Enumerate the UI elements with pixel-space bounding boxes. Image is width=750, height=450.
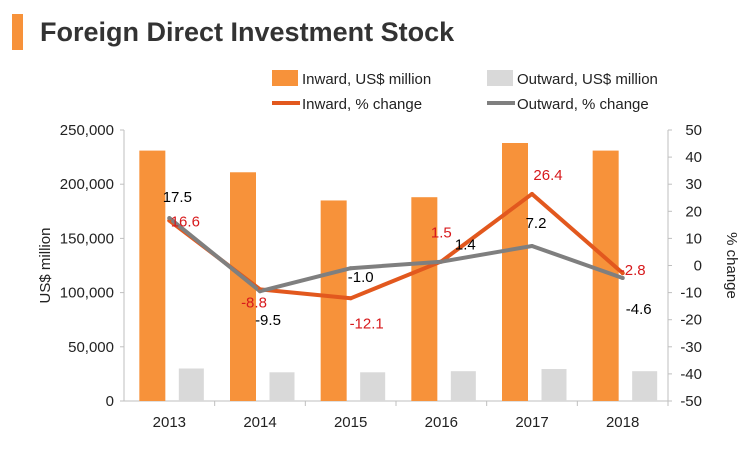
point-outward-2018 [620, 275, 625, 280]
legend: Inward, US$ million Outward, US$ million I… [272, 70, 658, 113]
bar-inward-2017 [502, 143, 528, 401]
point-inward-2015 [348, 296, 353, 301]
y-right-tick-label: -50 [680, 393, 702, 410]
y-left-tick-label: 200,000 [60, 176, 114, 193]
bar-outward-2015 [360, 372, 386, 401]
x-tick-label: 2014 [243, 414, 276, 431]
point-outward-2016 [439, 259, 444, 264]
x-tick-label: 2015 [334, 414, 367, 431]
y-left-tick-label: 100,000 [60, 285, 114, 302]
data-labels: 16.6 -8.8 -12.1 1.5 26.4 -2.8 17.5 -9.5 -1.0 1.4 7… [163, 167, 652, 332]
x-tick-label: 2016 [425, 414, 458, 431]
label-outward-change-2018: -4.6 [626, 301, 652, 318]
x-tick-label: 2017 [515, 414, 548, 431]
y-left-axis-title: US$ million [37, 228, 54, 304]
y-left-tick-label: 150,000 [60, 230, 114, 247]
label-outward-change-2014: -9.5 [255, 312, 281, 329]
bar-inward-2013 [139, 150, 166, 401]
label-inward-change-2016: 1.5 [431, 224, 452, 241]
point-outward-2015 [348, 266, 353, 271]
y-right-tick-label: -10 [680, 285, 702, 302]
line-outward-change [167, 216, 625, 294]
y-right-tick-label: 10 [685, 230, 702, 247]
bar-outward-2016 [450, 371, 476, 401]
label-inward-change-2015: -12.1 [350, 315, 384, 332]
y-right-tick-label: -20 [680, 312, 702, 329]
legend-outward-bar-label: Outward, US$ million [517, 71, 658, 88]
bar-outward-2018 [632, 371, 658, 401]
label-inward-change-2017: 26.4 [533, 167, 562, 184]
label-inward-change-2013: 16.6 [171, 214, 200, 231]
point-outward-2013 [167, 216, 172, 221]
label-outward-change-2015: -1.0 [348, 269, 374, 286]
bars [139, 143, 658, 401]
legend-inward-bar-label: Inward, US$ million [302, 71, 431, 88]
y-right-tick-label: -30 [680, 339, 702, 356]
bar-outward-2017 [541, 369, 567, 401]
axes: 0 50,000 100,000 150,000 200,000 250,000 -50 -4… [37, 122, 740, 431]
legend-outward-line-label: Outward, % change [517, 96, 649, 113]
bar-outward-2013 [178, 368, 204, 401]
y-right-tick-label: 0 [694, 258, 702, 275]
point-inward-2017 [530, 191, 534, 196]
y-right-tick-label: 50 [685, 122, 702, 139]
lines [167, 191, 625, 301]
label-outward-change-2013: 17.5 [163, 189, 192, 206]
y-right-tick-label: 20 [685, 203, 702, 220]
legend-inward-line-label: Inward, % change [302, 96, 422, 113]
label-inward-change-2014: -8.8 [241, 294, 267, 311]
y-right-tick-label: 40 [685, 149, 702, 166]
legend-outward-bar-swatch [487, 70, 513, 86]
bar-inward-2015 [320, 200, 347, 401]
point-outward-2014 [258, 289, 262, 294]
x-tick-label: 2013 [153, 414, 186, 431]
chart-title: Foreign Direct Investment Stock [40, 17, 455, 47]
y-right-axis-title: % change [723, 232, 740, 299]
y-left-tick-label: 50,000 [68, 339, 114, 356]
label-outward-change-2016: 1.4 [455, 237, 476, 254]
y-left-tick-label: 250,000 [60, 122, 114, 139]
y-right-tick-label: -40 [680, 366, 702, 383]
point-outward-2017 [530, 243, 534, 248]
point-inward-2018 [620, 271, 625, 276]
label-outward-change-2017: 7.2 [526, 215, 547, 232]
title-accent-bar [12, 14, 23, 50]
legend-inward-bar-swatch [272, 70, 298, 86]
x-tick-label: 2018 [606, 414, 639, 431]
label-inward-change-2018: -2.8 [620, 262, 646, 279]
bar-outward-2014 [269, 372, 295, 401]
y-left-tick-label: 0 [106, 393, 114, 410]
y-right-tick-label: 30 [685, 176, 702, 193]
bar-inward-2016 [411, 197, 438, 401]
